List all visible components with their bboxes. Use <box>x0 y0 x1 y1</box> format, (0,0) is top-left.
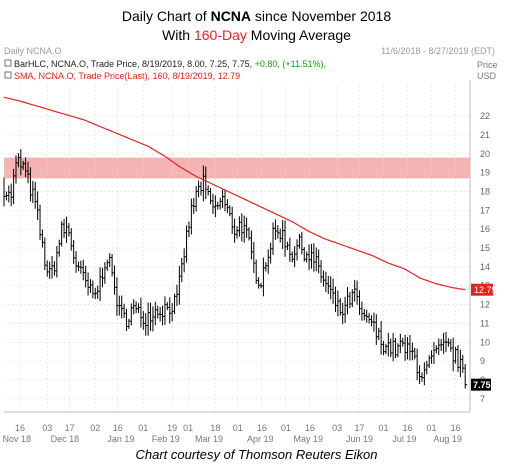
subtitle-suffix: Moving Average <box>246 27 351 43</box>
x-tick-label: 03 <box>42 423 52 433</box>
x-tick-label: 16 <box>257 423 267 433</box>
price-chart: 7891011121314151617181920212216031702160… <box>0 44 513 444</box>
y-tick-label: 10 <box>480 337 490 347</box>
subtitle-accent: 160-Day <box>193 27 247 43</box>
date-range-label: 11/6/2018 - 8/27/2019 (EDT) <box>381 46 495 56</box>
x-tick-label: 17 <box>354 423 364 433</box>
x-month-label: Jun 19 <box>346 434 373 444</box>
x-tick-label: 16 <box>113 423 123 433</box>
title-suffix: since November 2018 <box>251 8 392 24</box>
y-tick-label: 16 <box>480 224 490 234</box>
legend-sma-icon <box>4 71 12 79</box>
x-tick-label: 19 <box>167 423 177 433</box>
x-tick-label: 16 <box>451 423 461 433</box>
x-month-label: Jul 19 <box>392 434 416 444</box>
y-tick-label: 21 <box>480 130 490 140</box>
legend-bar-text: BarHLC, NCNA.O, Trade Price, 8/19/2019, … <box>14 59 255 69</box>
y-tick-label: 9 <box>480 356 485 366</box>
chart-title: Daily Chart of NCNA since November 2018 <box>0 8 513 24</box>
x-month-label: Dec 18 <box>51 434 80 444</box>
x-month-label: Apr 19 <box>247 434 274 444</box>
y-tick-label: 22 <box>480 111 490 121</box>
x-month-label: May 19 <box>294 434 324 444</box>
x-month-label: Feb 19 <box>152 434 180 444</box>
x-tick-label: 18 <box>210 423 220 433</box>
title-ticker: NCNA <box>210 8 252 24</box>
x-tick-label: 01 <box>183 423 193 433</box>
resistance-band <box>4 157 470 179</box>
x-month-label: Jan 19 <box>107 434 134 444</box>
x-tick-label: 01 <box>379 423 389 433</box>
sma-last-tag <box>471 283 493 296</box>
x-month-label: Aug 19 <box>433 434 462 444</box>
y-tick-label: 20 <box>480 149 490 159</box>
legend-sma-entry: SMA, NCNA.O, Trade Price(Last), 160, 8/1… <box>14 71 240 81</box>
y-tick-label: 19 <box>480 168 490 178</box>
price-last-tag <box>471 378 491 391</box>
x-tick-label: 16 <box>15 423 25 433</box>
x-tick-label: 01 <box>427 423 437 433</box>
x-tick-label: 16 <box>305 423 315 433</box>
legend-bar-icon <box>4 59 12 67</box>
x-tick-label: 01 <box>281 423 291 433</box>
y-tick-label: 14 <box>480 262 490 272</box>
chart-subtitle: With 160-Day Moving Average <box>0 27 513 43</box>
legend-bar-change: +0.80, (+11.51%), <box>255 59 326 69</box>
y-tick-label: 7 <box>480 394 485 404</box>
x-month-label: Nov 18 <box>3 434 32 444</box>
x-tick-label: 16 <box>403 423 413 433</box>
currency-label: USD <box>477 71 497 81</box>
x-tick-label: 03 <box>332 423 342 433</box>
legend: BarHLC, NCNA.O, Trade Price, 8/19/2019, … <box>4 59 326 81</box>
y-tick-label: 17 <box>480 205 490 215</box>
price-last-value: 7.75 <box>473 380 491 390</box>
chart-background <box>0 44 513 444</box>
price-axis-title: Price <box>477 60 498 70</box>
y-tick-label: 12 <box>480 300 490 310</box>
x-tick-label: 01 <box>138 423 148 433</box>
x-tick-label: 17 <box>65 423 75 433</box>
sma-line <box>3 96 466 291</box>
y-tick-label: 15 <box>480 243 490 253</box>
y-tick-label: 18 <box>480 187 490 197</box>
title-prefix: Daily Chart of <box>121 8 211 24</box>
subtitle-prefix: With <box>162 27 194 43</box>
chart-caption: Chart courtesy of Thomson Reuters Eikon <box>135 447 378 462</box>
y-tick-label: 11 <box>480 318 489 328</box>
instrument-label: Daily NCNA.O <box>4 46 62 56</box>
x-month-label: Mar 19 <box>195 434 223 444</box>
x-tick-label: 02 <box>90 423 100 433</box>
sma-last-value: 12.79 <box>474 285 497 295</box>
legend-bar-entry: BarHLC, NCNA.O, Trade Price, 8/19/2019, … <box>14 59 326 69</box>
x-tick-label: 01 <box>233 423 243 433</box>
